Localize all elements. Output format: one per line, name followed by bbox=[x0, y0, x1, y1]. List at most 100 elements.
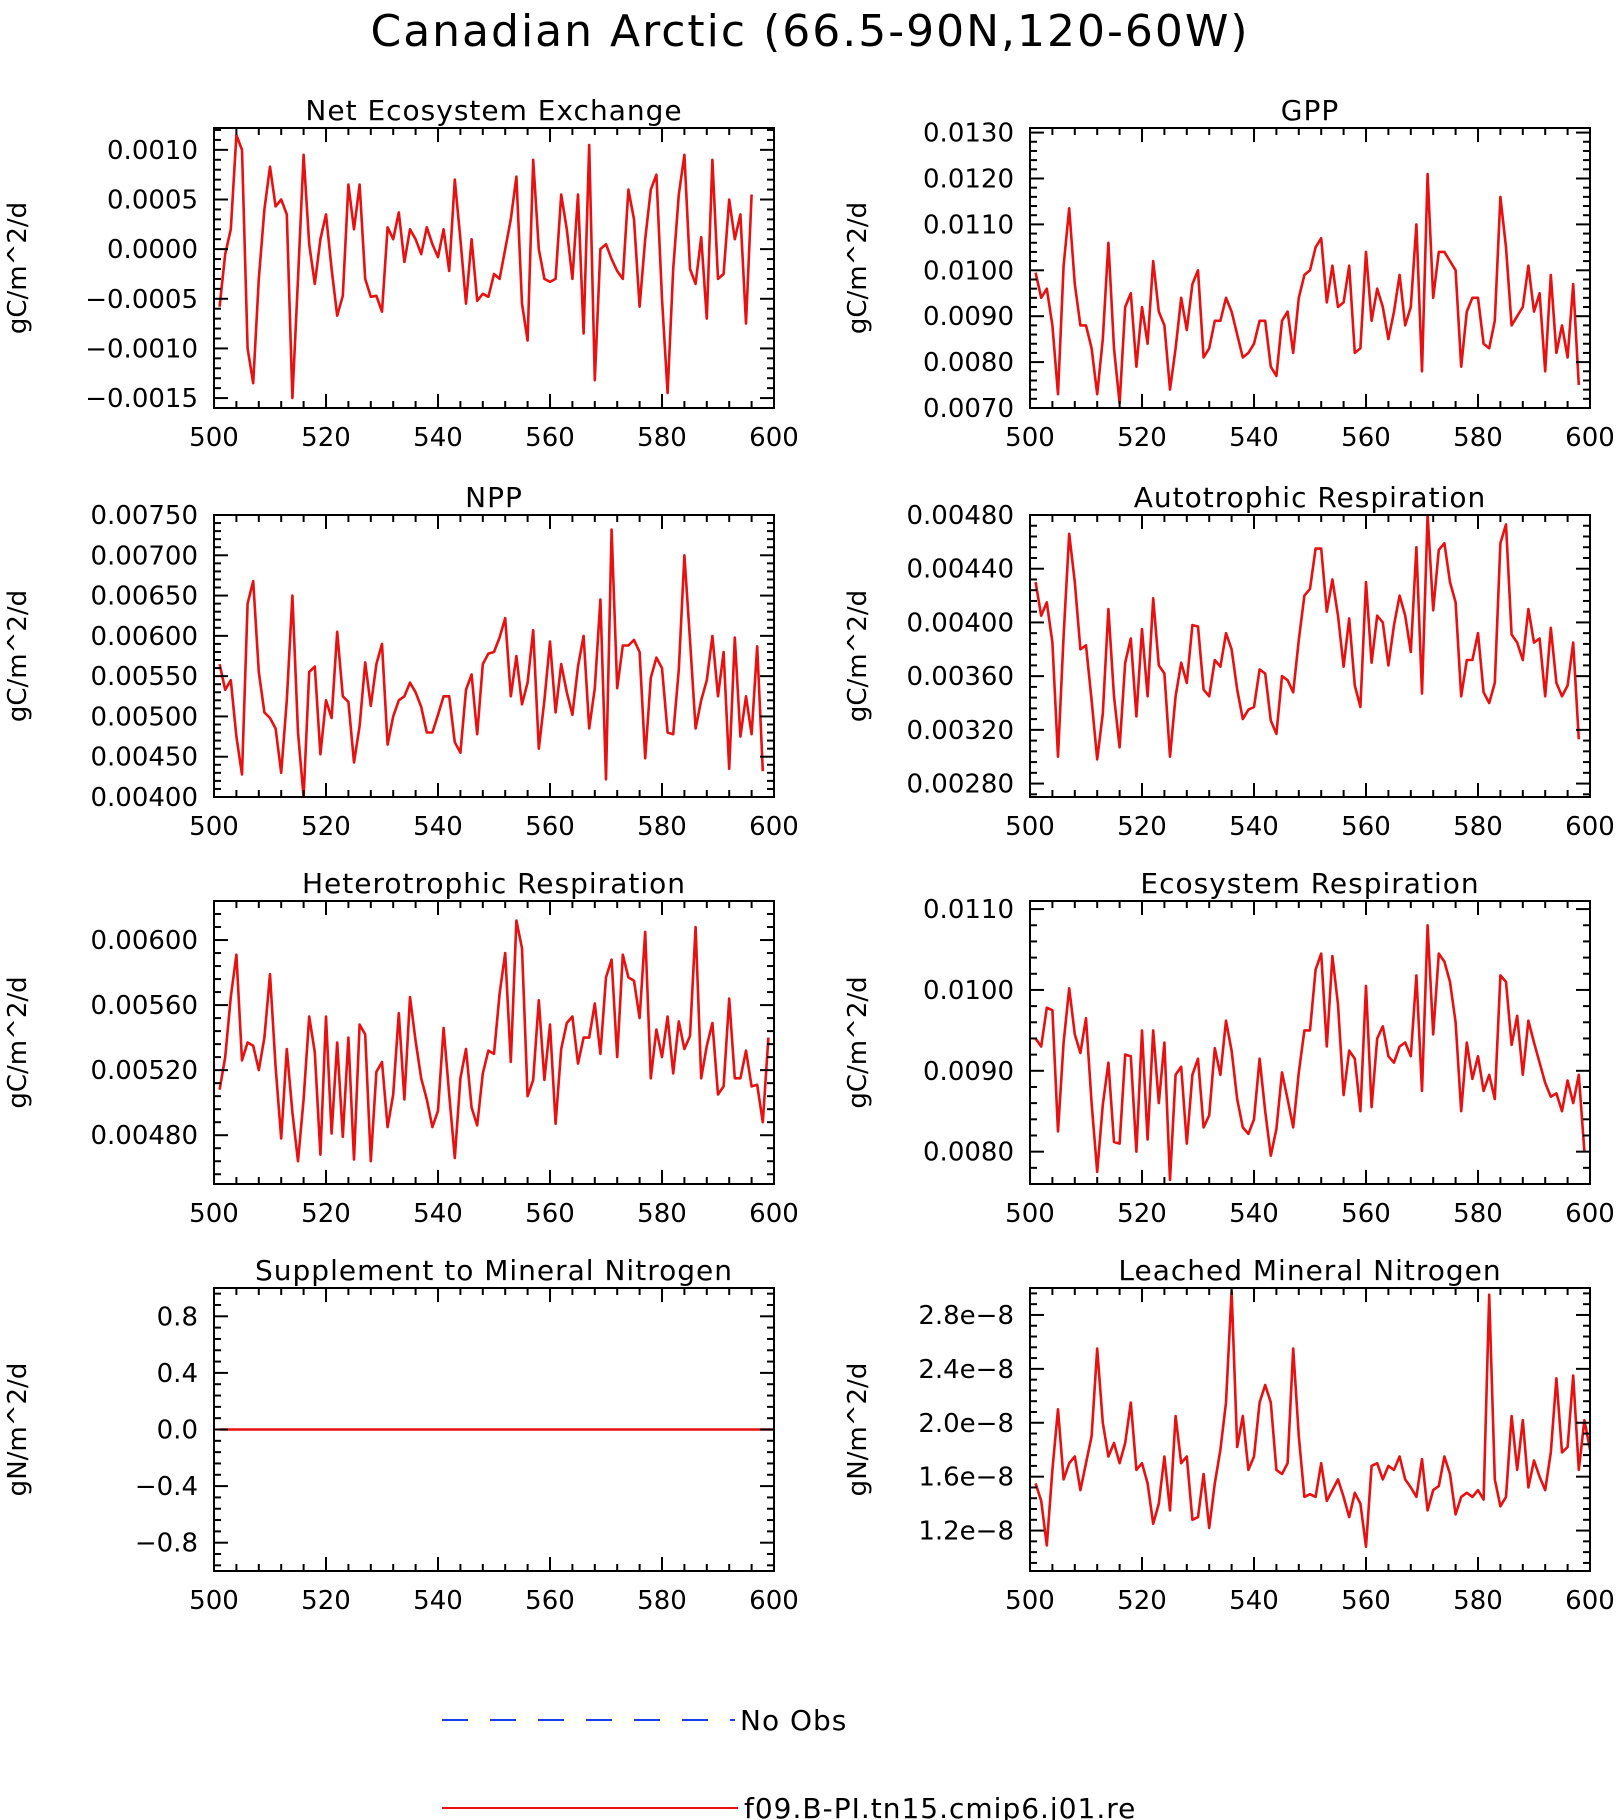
x-tick-label: 600 bbox=[1565, 812, 1615, 842]
series-line bbox=[1034, 172, 1581, 405]
y-tick-label: 0.00750 bbox=[90, 501, 198, 531]
chart-title: NPP bbox=[465, 481, 523, 514]
chart-panel: Supplement to Mineral Nitrogen gN/m^2/d 50… bbox=[3, 1254, 799, 1616]
x-tick-label: 600 bbox=[749, 1199, 799, 1229]
y-tick-label: 0.00550 bbox=[90, 662, 198, 692]
x-tick-label: 500 bbox=[1005, 812, 1055, 842]
x-tick-label: 540 bbox=[413, 812, 463, 842]
y-tick-label: 0.0080 bbox=[923, 348, 1014, 378]
x-tick-label: 500 bbox=[189, 423, 239, 453]
y-tick-label: 0.0005 bbox=[107, 185, 198, 215]
chart-panel: Net Ecosystem Exchange gC/m^2/d 500 520 540 5… bbox=[3, 94, 799, 453]
x-tick-label: 520 bbox=[301, 1586, 351, 1616]
x-tick-label: 580 bbox=[637, 1586, 687, 1616]
y-tick-label: 0.00500 bbox=[90, 702, 198, 732]
chart-title: Net Ecosystem Exchange bbox=[305, 94, 682, 127]
x-tick-label: 520 bbox=[1117, 1199, 1167, 1229]
y-tick-label: 0.0000 bbox=[107, 235, 198, 265]
chart-title: Ecosystem Respiration bbox=[1140, 867, 1479, 900]
x-tick-label: 520 bbox=[301, 423, 351, 453]
y-tick-label: 0.00600 bbox=[90, 622, 198, 652]
figure-title: Canadian Arctic (66.5-90N,120-60W) bbox=[370, 6, 1249, 57]
x-tick-label: 520 bbox=[1117, 812, 1167, 842]
x-tick-label: 540 bbox=[1229, 812, 1279, 842]
x-tick-label: 520 bbox=[1117, 423, 1167, 453]
y-tick-label: 0.00480 bbox=[906, 501, 1014, 531]
x-tick-label: 560 bbox=[525, 1199, 575, 1229]
x-tick-label: 520 bbox=[301, 1199, 351, 1229]
y-tick-label: 0.0010 bbox=[107, 136, 198, 166]
chart-panel: Autotrophic Respiration gC/m^2/d 500 520 540… bbox=[843, 481, 1615, 842]
plot-frame bbox=[213, 900, 775, 1185]
x-tick-label: 580 bbox=[637, 812, 687, 842]
legend-label-no-obs: No Obs bbox=[740, 1704, 847, 1737]
plot-frame bbox=[1029, 514, 1591, 798]
x-tick-label: 600 bbox=[1565, 423, 1615, 453]
plot-frame bbox=[1029, 1287, 1591, 1572]
y-axis-label: gN/m^2/d bbox=[843, 1363, 873, 1497]
y-tick-label: 1.6e−8 bbox=[918, 1463, 1014, 1493]
chart-title: Autotrophic Respiration bbox=[1134, 481, 1486, 514]
y-tick-label: 0.00360 bbox=[906, 662, 1014, 692]
x-tick-label: 560 bbox=[525, 1586, 575, 1616]
y-tick-label: −0.4 bbox=[135, 1472, 198, 1502]
y-tick-label: 0.0 bbox=[157, 1416, 198, 1446]
x-tick-label: 540 bbox=[413, 1586, 463, 1616]
series-line bbox=[1034, 515, 1581, 761]
plot-frame bbox=[1029, 900, 1591, 1185]
y-tick-label: 0.8 bbox=[157, 1302, 198, 1332]
x-tick-label: 560 bbox=[1341, 423, 1391, 453]
y-tick-label: 2.0e−8 bbox=[918, 1409, 1014, 1439]
plot-frame bbox=[1029, 127, 1591, 409]
x-tick-label: 540 bbox=[413, 423, 463, 453]
chart-panel: Ecosystem Respiration gC/m^2/d 500 520 540 56… bbox=[843, 867, 1615, 1229]
y-tick-label: 1.2e−8 bbox=[918, 1517, 1014, 1547]
x-tick-label: 500 bbox=[189, 1586, 239, 1616]
y-tick-label: 0.00450 bbox=[90, 743, 198, 773]
x-tick-label: 600 bbox=[1565, 1586, 1615, 1616]
y-tick-label: 0.0100 bbox=[923, 256, 1014, 286]
y-tick-label: 0.0080 bbox=[923, 1138, 1014, 1168]
chart-title: Heterotrophic Respiration bbox=[302, 867, 686, 900]
y-tick-label: 0.00650 bbox=[90, 582, 198, 612]
y-tick-label: 0.00600 bbox=[90, 926, 198, 956]
x-tick-label: 500 bbox=[1005, 1199, 1055, 1229]
y-tick-label: 0.00480 bbox=[90, 1121, 198, 1151]
x-tick-label: 540 bbox=[1229, 1586, 1279, 1616]
y-axis-label: gC/m^2/d bbox=[3, 202, 33, 334]
y-tick-label: 0.00560 bbox=[90, 991, 198, 1021]
series-line bbox=[218, 528, 765, 797]
y-tick-label: 0.4 bbox=[157, 1359, 198, 1389]
y-tick-label: 2.4e−8 bbox=[918, 1355, 1014, 1385]
x-tick-label: 500 bbox=[189, 1199, 239, 1229]
x-tick-label: 580 bbox=[1453, 1199, 1503, 1229]
y-tick-label: 0.0130 bbox=[923, 119, 1014, 149]
chart-panel: GPP gC/m^2/d 500 520 540 560 580 600 0.0070 0.008… bbox=[843, 94, 1615, 453]
x-tick-label: 540 bbox=[1229, 1199, 1279, 1229]
x-tick-label: 560 bbox=[1341, 812, 1391, 842]
y-tick-label: 0.00520 bbox=[90, 1056, 198, 1086]
y-tick-label: 2.8e−8 bbox=[918, 1301, 1014, 1331]
chart-panel: Heterotrophic Respiration gC/m^2/d 500 520 5… bbox=[3, 867, 799, 1229]
y-tick-label: −0.0010 bbox=[85, 334, 198, 364]
y-tick-label: 0.0090 bbox=[923, 1057, 1014, 1087]
series-line bbox=[1034, 1289, 1590, 1548]
x-tick-label: 500 bbox=[1005, 423, 1055, 453]
y-axis-label: gC/m^2/d bbox=[843, 976, 873, 1108]
x-tick-label: 560 bbox=[525, 812, 575, 842]
chart-title: GPP bbox=[1281, 94, 1339, 127]
series-line bbox=[218, 919, 770, 1163]
y-axis-label: gC/m^2/d bbox=[3, 590, 33, 722]
y-axis-label: gC/m^2/d bbox=[3, 976, 33, 1108]
x-tick-label: 500 bbox=[189, 812, 239, 842]
x-tick-label: 540 bbox=[413, 1199, 463, 1229]
x-tick-label: 500 bbox=[1005, 1586, 1055, 1616]
y-tick-label: 0.00700 bbox=[90, 541, 198, 571]
y-tick-label: 0.0070 bbox=[923, 394, 1014, 424]
x-tick-label: 600 bbox=[749, 423, 799, 453]
y-tick-label: −0.8 bbox=[135, 1529, 198, 1559]
x-tick-label: 560 bbox=[1341, 1199, 1391, 1229]
y-tick-label: 0.0090 bbox=[923, 302, 1014, 332]
x-tick-label: 600 bbox=[1565, 1199, 1615, 1229]
